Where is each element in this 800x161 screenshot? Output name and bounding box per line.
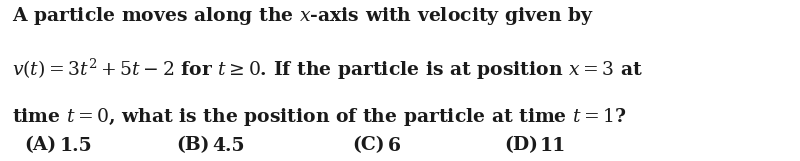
Text: (C): (C) xyxy=(352,137,385,155)
Text: (A): (A) xyxy=(24,137,56,155)
Text: 1.5: 1.5 xyxy=(60,137,93,155)
Text: (D): (D) xyxy=(504,137,538,155)
Text: $v(t) = 3t^2 + 5t - 2$ for $t \geq 0$. If the particle is at position $x = 3$ at: $v(t) = 3t^2 + 5t - 2$ for $t \geq 0$. I… xyxy=(12,56,643,82)
Text: A particle moves along the $x$-axis with velocity given by: A particle moves along the $x$-axis with… xyxy=(12,5,594,27)
Text: 4.5: 4.5 xyxy=(212,137,245,155)
Text: 6: 6 xyxy=(388,137,401,155)
Text: time $t = 0$, what is the position of the particle at time $t = 1$?: time $t = 0$, what is the position of th… xyxy=(12,106,627,128)
Text: 11: 11 xyxy=(540,137,566,155)
Text: (B): (B) xyxy=(176,137,210,155)
